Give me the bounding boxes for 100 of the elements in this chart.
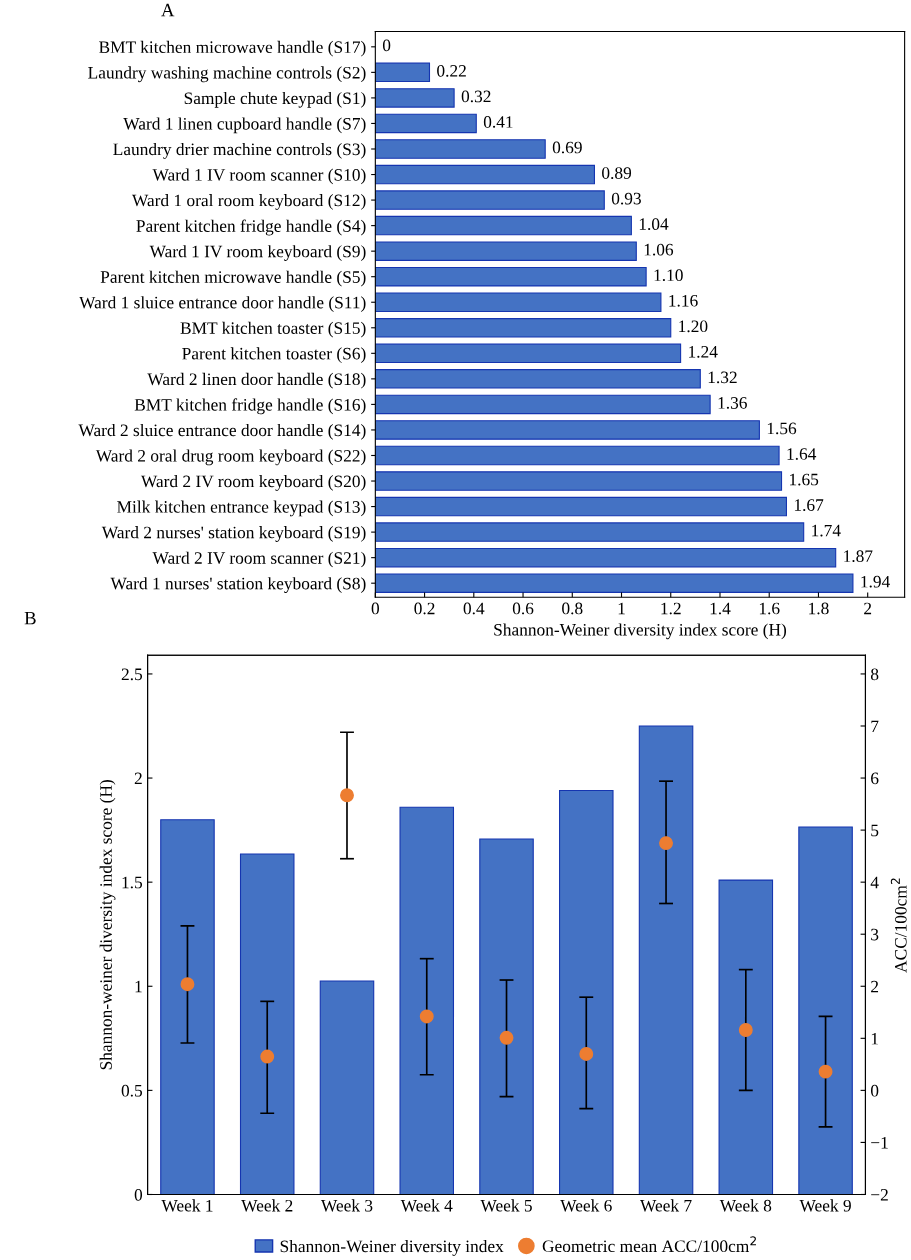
bar: [375, 573, 854, 593]
point: [579, 1046, 594, 1061]
y-tick-label: Laundry drier machine controls (S3): [113, 142, 366, 159]
x-tick-label: 2: [864, 602, 872, 615]
x-tick-label: Week 1: [161, 1199, 213, 1212]
bar: [798, 826, 853, 1195]
bar: [375, 164, 595, 185]
bar: [638, 725, 694, 1195]
data-label: 1.74: [812, 524, 841, 537]
bar: [375, 292, 662, 312]
bar: [375, 88, 455, 108]
y2-tick-label: 7: [871, 720, 879, 733]
text: A: [161, 3, 175, 17]
x-tick-label: 0.8: [562, 602, 583, 615]
y-tick-label: Ward 2 IV room keyboard (S20): [140, 475, 366, 491]
y-tick-label: Ward 2 sluice entrance door handle (S14): [78, 423, 366, 440]
y2-tick-label: 3: [871, 928, 879, 941]
y-axis-title: Shannon-weiner diversity index score (H): [99, 780, 116, 1070]
bar: [375, 190, 605, 210]
y2-tick-label: 2: [871, 980, 879, 993]
data-label: 0.93: [611, 192, 641, 205]
data-label: 1.64: [787, 448, 817, 460]
bar: [375, 266, 647, 287]
y2-tick-label: 8: [870, 668, 879, 681]
y-tick-label: Ward 2 oral drug room keyboard (S22): [95, 449, 366, 466]
data-label: 1.16: [669, 294, 698, 307]
y2-tick-label: −2: [871, 1189, 888, 1201]
x-tick-label: 1: [618, 602, 625, 615]
bar: [559, 789, 614, 1195]
data-label: 1.94: [861, 575, 890, 588]
bar: [375, 343, 682, 364]
bar: [399, 806, 455, 1195]
bar: [718, 879, 774, 1195]
bar: [375, 215, 632, 236]
bar: [375, 369, 701, 389]
y-tick-label: Ward 2 nurses' station keyboard (S19): [101, 526, 366, 542]
x-tick-label: Week 4: [400, 1199, 453, 1212]
x-tick-label: 0: [371, 602, 380, 615]
x-tick-label: Week 9: [799, 1199, 851, 1212]
y-tick-label: Sample chute keypad (S1): [184, 91, 366, 108]
x-tick-label: Week 6: [560, 1199, 612, 1212]
y2-axis-title: ACC/100cm$^{2}$: [890, 878, 907, 973]
bar: [375, 445, 780, 466]
data-label: 1.56: [767, 422, 797, 435]
bar: [479, 838, 534, 1195]
y-tick-label: Ward 1 IV room keyboard (S9): [149, 245, 366, 261]
y-tick-label: Parent kitchen toaster (S6): [182, 347, 366, 364]
y2-tick-label: 4: [870, 876, 879, 889]
bar: [375, 471, 783, 491]
point: [499, 1030, 514, 1045]
y-tick-label: 2.5: [121, 668, 143, 681]
y-tick-label: Parent kitchen microwave handle (S5): [100, 270, 366, 287]
bar: [375, 420, 760, 440]
y-tick-label: BMT kitchen microwave handle (S17): [99, 40, 366, 57]
x-tick-label: 0.4: [463, 602, 485, 615]
bar: [375, 62, 431, 83]
bar: [375, 113, 477, 134]
y-tick-label: 2: [134, 772, 142, 785]
y2-tick-label: −1: [871, 1136, 888, 1149]
y2-tick-label: 1: [871, 1032, 878, 1045]
data-label: 1.67: [794, 499, 824, 511]
x-tick-label: Week 3: [320, 1199, 373, 1212]
y-tick-label: Laundry washing machine controls (S2): [88, 66, 366, 83]
x-tick-label: 1.8: [809, 602, 829, 615]
point: [340, 788, 354, 803]
y-tick-label: Ward 1 oral room keyboard (S12): [131, 194, 366, 210]
y-tick-label: Ward 2 IV room scanner (S21): [152, 551, 366, 568]
y-tick-label: Ward 1 linen cupboard handle (S7): [123, 117, 366, 134]
y-tick-label: Ward 1 IV room scanner (S10): [152, 168, 366, 185]
point: [738, 1023, 753, 1037]
bar: [375, 318, 672, 338]
data-label: 1.04: [639, 218, 669, 231]
data-label: 1.65: [790, 473, 819, 486]
y-tick-label: Ward 1 sluice entrance door handle (S11): [79, 296, 366, 312]
x-tick-label: 1.6: [759, 602, 780, 615]
data-label: 0.69: [552, 141, 582, 154]
data-label: 1.10: [654, 269, 683, 282]
bar: [375, 394, 711, 415]
y-tick-label: Milk kitchen entrance keypad (S13): [117, 500, 366, 517]
y-tick-label: BMT kitchen fridge handle (S16): [134, 398, 366, 415]
point: [260, 1049, 275, 1064]
y2-tick-label: 5: [871, 824, 879, 837]
data-label: 1.24: [689, 346, 718, 358]
data-label: 0.41: [483, 116, 513, 128]
y2-tick-label: 0: [870, 1084, 879, 1097]
data-label: 0.89: [602, 167, 632, 179]
x-tick-label: Week 8: [719, 1199, 772, 1212]
y-tick-label: Ward 1 nurses' station keyboard (S8): [110, 577, 366, 593]
bar: [375, 522, 805, 542]
x-tick-label: 1.2: [661, 602, 681, 615]
data-label: 1.32: [708, 371, 737, 384]
y-tick-label: 1: [135, 980, 142, 993]
bar: [375, 496, 788, 517]
x-tick-label: 1.4: [710, 602, 731, 615]
data-label: 1.20: [679, 320, 708, 333]
data-label: 1.06: [644, 243, 674, 256]
x-tick-label: Week 2: [241, 1199, 293, 1212]
y-tick-label: Ward 2 linen door handle (S18): [147, 372, 366, 389]
x-tick-label: 0.2: [414, 602, 435, 615]
point: [659, 836, 673, 851]
